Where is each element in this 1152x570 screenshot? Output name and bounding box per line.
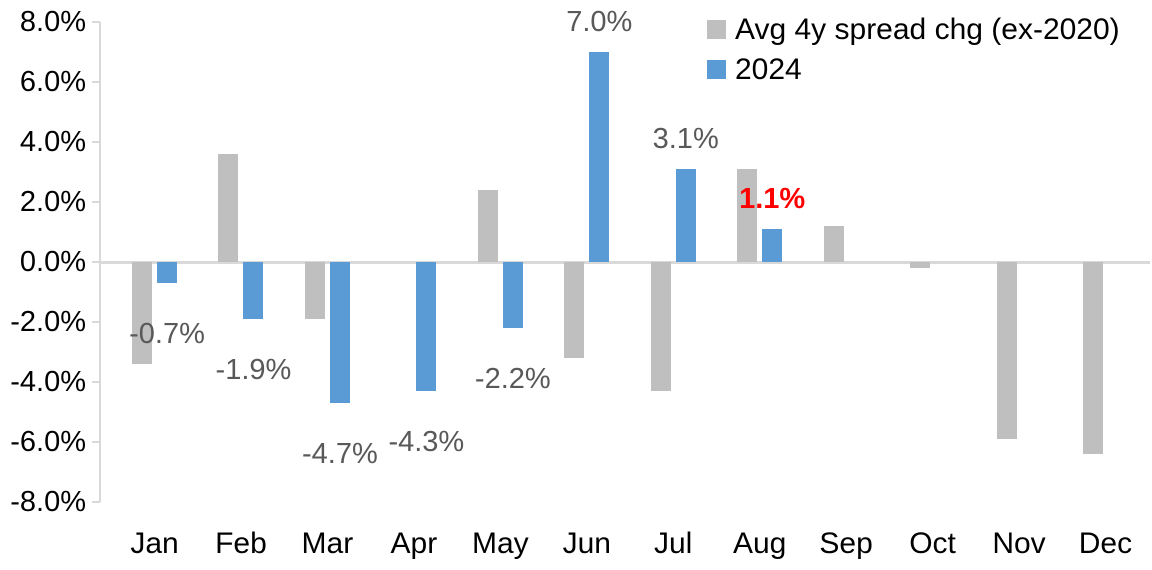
bar-avg-aug: [737, 169, 758, 262]
bar-y2024-mar: [329, 262, 350, 403]
bar-avg-feb: [218, 154, 239, 262]
x-axis-label-aug: Aug: [732, 527, 787, 560]
bar-y2024-apr: [416, 262, 437, 391]
legend-swatch-icon: [707, 20, 726, 39]
bar-avg-jun: [564, 262, 585, 358]
y-tick: [92, 321, 100, 323]
x-axis-label-may: May: [471, 527, 529, 560]
y-axis-tick-label: -2.0%: [10, 306, 86, 338]
y-tick: [92, 21, 100, 23]
legend-swatch-icon: [707, 60, 726, 79]
y-tick: [92, 201, 100, 203]
x-axis-label-dec: Dec: [1078, 527, 1133, 560]
y-tick: [92, 81, 100, 83]
y-tick: [92, 501, 100, 503]
bar-avg-jan: [132, 262, 152, 364]
bar-avg-may: [477, 190, 498, 262]
bar-avg-sep: [823, 226, 844, 262]
y-axis-tick-label: -8.0%: [10, 486, 86, 518]
y-axis-tick-label: 2.0%: [19, 186, 86, 218]
x-axis-label-oct: Oct: [909, 527, 956, 560]
bar-avg-jul: [650, 262, 671, 391]
data-label-feb: -1.9%: [215, 354, 292, 386]
bar-y2024-jun: [589, 52, 610, 262]
data-label-may: -2.2%: [474, 363, 551, 395]
bar-avg-oct: [910, 262, 931, 268]
x-axis-label-jan: Jan: [130, 527, 179, 560]
bar-avg-mar: [304, 262, 325, 319]
y-axis-tick-label: -4.0%: [10, 366, 86, 398]
bar-y2024-feb: [243, 262, 264, 319]
zero-gridline: [100, 261, 1150, 264]
y-tick: [92, 381, 100, 383]
y-axis-tick-label: 0.0%: [19, 246, 86, 278]
bar-avg-nov: [996, 262, 1017, 439]
data-label-aug: 1.1%: [739, 183, 806, 215]
x-axis-label-jun: Jun: [562, 527, 611, 560]
data-label-apr: -4.3%: [388, 426, 465, 458]
legend: Avg 4y spread chg (ex-2020) 2024: [707, 11, 1120, 88]
legend-entry-y2024: 2024: [707, 51, 1120, 88]
y-axis-tick-label: 8.0%: [19, 6, 86, 38]
data-label-mar: -4.7%: [302, 438, 378, 470]
x-axis-label-apr: Apr: [390, 527, 438, 560]
bar-y2024-jul: [675, 169, 696, 262]
bar-y2024-may: [502, 262, 523, 328]
data-label-jun: 7.0%: [566, 6, 633, 38]
x-axis-label-feb: Feb: [215, 527, 267, 560]
legend-label: Avg 4y spread chg (ex-2020): [735, 12, 1120, 46]
y-axis-tick-label: 4.0%: [19, 126, 86, 158]
legend-label: 2024: [735, 52, 802, 86]
y-tick: [92, 261, 100, 263]
bar-y2024-aug: [762, 229, 783, 262]
x-axis-label-nov: Nov: [992, 527, 1046, 560]
x-axis-label-jul: Jul: [654, 527, 693, 560]
y-tick: [92, 141, 100, 143]
x-axis-label-sep: Sep: [819, 527, 873, 560]
bar-avg-dec: [1082, 262, 1103, 454]
y-tick: [92, 441, 100, 443]
y-axis-tick-label: -6.0%: [10, 426, 86, 458]
data-label-jul: 3.1%: [652, 123, 719, 155]
x-axis-label-mar: Mar: [301, 527, 354, 560]
bar-y2024-jan: [157, 262, 177, 283]
y-axis-tick-label: 6.0%: [19, 66, 86, 98]
legend-entry-avg: Avg 4y spread chg (ex-2020): [707, 11, 1120, 48]
data-label-jan: -0.7%: [129, 318, 205, 350]
